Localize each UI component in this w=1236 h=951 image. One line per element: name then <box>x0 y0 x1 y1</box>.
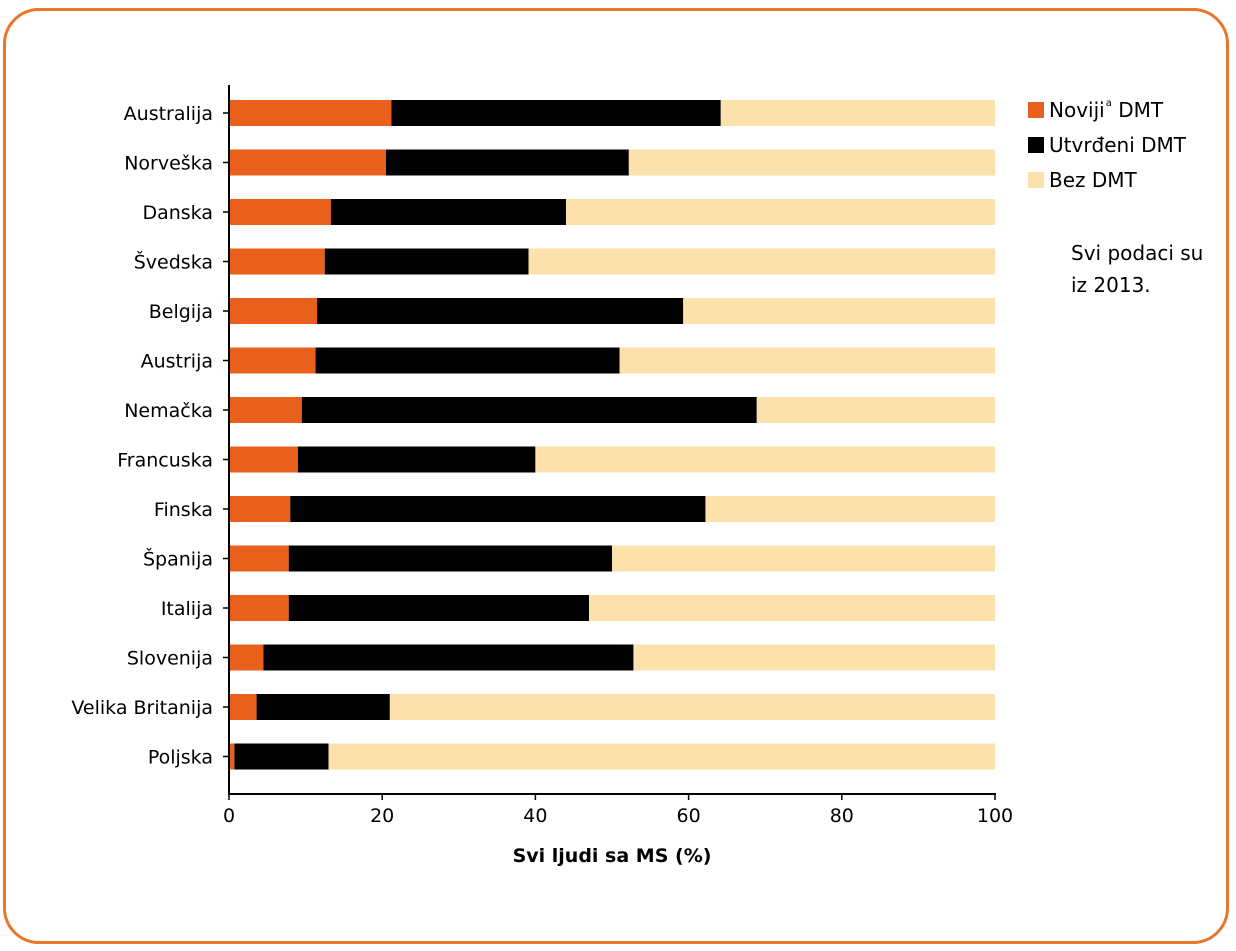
bar-segment-1-7 <box>297 446 536 473</box>
bar-segment-0-8 <box>229 496 291 522</box>
legend: Novijia DMT Utvrđeni DMT Bez DMT <box>1028 92 1186 197</box>
legend-label-utvrdeni: Utvrđeni DMT <box>1049 132 1187 157</box>
bar-segment-0-10 <box>229 595 289 621</box>
bar-segment-0-5 <box>229 347 316 374</box>
legend-item-noviji: Novijia DMT <box>1028 92 1186 127</box>
note-line-2: iz 2013. <box>1071 273 1151 297</box>
bar-segment-1-4 <box>317 298 684 324</box>
bar-segment-0-13 <box>229 743 235 770</box>
bar-segment-2-7 <box>535 446 995 473</box>
x-tick-label: 20 <box>370 805 394 827</box>
legend-label-noviji: Novijia DMT <box>1049 97 1164 122</box>
bar-segment-2-13 <box>328 743 996 770</box>
bar-segment-1-13 <box>234 743 329 770</box>
legend-swatch-noviji <box>1028 101 1044 118</box>
bar-segment-1-12 <box>256 694 390 720</box>
bar-segment-2-5 <box>619 347 995 374</box>
legend-label-bez: Bez DMT <box>1049 167 1137 192</box>
bar-segment-2-8 <box>705 496 995 522</box>
legend-swatch-bez <box>1028 171 1044 188</box>
bar-segment-0-12 <box>229 694 257 720</box>
category-label: Italija <box>161 598 213 620</box>
bar-segment-0-1 <box>229 149 387 176</box>
legend-item-bez: Bez DMT <box>1028 162 1186 197</box>
bar-segment-1-8 <box>290 496 706 522</box>
x-tick-label: 40 <box>523 805 547 827</box>
x-tick-label: 60 <box>677 805 701 827</box>
bar-segment-0-7 <box>229 446 298 473</box>
chart-frame <box>3 8 1229 944</box>
note-line-1: Svi podaci su <box>1071 241 1204 265</box>
category-label: Poljska <box>148 747 213 769</box>
bar-segment-0-6 <box>229 397 302 423</box>
bars-group <box>229 100 996 770</box>
bar-segment-2-0 <box>720 100 995 126</box>
bar-segment-1-3 <box>324 248 529 275</box>
category-label: Belgija <box>149 301 213 323</box>
bar-segment-1-11 <box>263 644 634 671</box>
category-label: Australija <box>124 103 213 125</box>
x-tick-label: 80 <box>830 805 854 827</box>
bar-segment-0-2 <box>229 199 331 225</box>
bar-segment-0-0 <box>229 100 392 126</box>
bar-segment-2-9 <box>612 545 995 572</box>
bar-segment-1-0 <box>391 100 721 126</box>
bar-segment-2-6 <box>756 397 995 423</box>
chart-note: Svi podaci su iz 2013. <box>1071 237 1211 301</box>
category-label: Finska <box>154 499 213 521</box>
bar-segment-0-11 <box>229 644 264 671</box>
bar-segment-2-2 <box>566 199 995 225</box>
bar-segment-2-12 <box>389 694 995 720</box>
category-label: Slovenija <box>127 648 213 670</box>
category-label: Danska <box>142 202 213 224</box>
category-label: Španija <box>143 547 213 571</box>
category-label: Austrija <box>141 351 213 373</box>
bar-segment-2-1 <box>628 149 995 176</box>
bar-segment-0-9 <box>229 545 289 572</box>
x-tick-label: 0 <box>223 805 235 827</box>
bar-segment-2-3 <box>528 248 995 275</box>
bar-segment-1-5 <box>315 347 620 374</box>
x-axis-label: Svi ljudi sa MS (%) <box>513 845 712 867</box>
bar-segment-1-10 <box>288 595 590 621</box>
category-label: Francuska <box>117 450 213 472</box>
bar-segment-0-3 <box>229 248 325 275</box>
bar-segment-2-10 <box>589 595 995 621</box>
x-tick-label: 100 <box>977 805 1013 827</box>
bar-segment-2-11 <box>633 644 995 671</box>
legend-superscript: a <box>1105 97 1112 109</box>
bar-segment-1-6 <box>301 397 757 423</box>
bar-segment-1-2 <box>330 199 567 225</box>
category-label: Nemačka <box>124 400 213 422</box>
category-label: Velika Britanija <box>71 697 213 719</box>
category-labels: Australija Norveška Danska Švedska Belgija Au… <box>71 103 229 769</box>
category-label: Švedska <box>134 250 213 274</box>
bar-segment-0-4 <box>229 298 318 324</box>
legend-item-utvrdeni: Utvrđeni DMT <box>1028 127 1186 162</box>
bar-segment-2-4 <box>683 298 995 324</box>
bar-segment-1-9 <box>288 545 612 572</box>
x-ticks: 0 20 40 60 80 100 <box>223 794 1013 827</box>
bar-segment-1-1 <box>386 149 629 176</box>
legend-swatch-utvrdeni <box>1028 136 1044 153</box>
category-label: Norveška <box>124 153 213 175</box>
